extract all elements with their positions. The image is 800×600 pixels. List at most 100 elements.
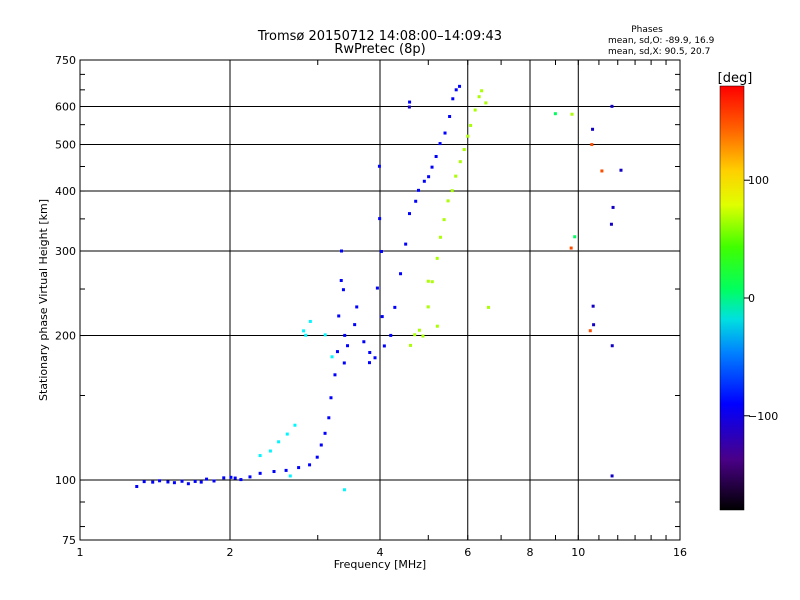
data-point <box>308 463 312 467</box>
data-point <box>413 333 417 337</box>
data-point <box>199 480 203 484</box>
data-point <box>570 112 574 116</box>
x-tick-label: 10 <box>571 546 585 559</box>
colorbar <box>719 85 745 511</box>
data-point <box>619 168 623 172</box>
data-point <box>590 143 594 147</box>
data-point <box>417 188 421 192</box>
data-point <box>229 475 233 479</box>
data-point <box>343 333 347 337</box>
data-point <box>367 361 371 365</box>
data-point <box>446 199 450 203</box>
y-tick-label: 300 <box>55 245 76 258</box>
data-point <box>342 488 346 492</box>
data-point <box>341 288 345 292</box>
data-point <box>435 324 439 328</box>
data-point <box>288 474 292 478</box>
data-point <box>382 344 386 348</box>
data-point <box>477 95 481 99</box>
data-point <box>377 164 381 168</box>
data-point <box>337 314 341 318</box>
data-point <box>435 256 439 260</box>
x-tick-label: 6 <box>464 546 471 559</box>
y-axis-label: Stationary phase Virtual Height [km] <box>37 199 50 401</box>
data-point <box>186 482 190 486</box>
data-point <box>373 356 377 360</box>
data-point <box>151 480 155 484</box>
data-point <box>600 169 604 173</box>
phase-info-title: Phases <box>631 25 663 35</box>
data-point <box>272 470 276 474</box>
data-point <box>239 478 243 482</box>
data-point <box>573 235 577 239</box>
data-points <box>135 84 623 492</box>
data-point <box>258 471 262 475</box>
data-point <box>248 475 252 479</box>
data-point <box>427 175 431 179</box>
data-point <box>268 449 272 453</box>
data-point <box>434 154 438 158</box>
data-point <box>426 279 430 283</box>
data-point <box>304 333 308 337</box>
data-point <box>284 468 288 472</box>
data-point <box>142 480 146 484</box>
data-point <box>473 108 477 112</box>
data-point <box>611 205 615 209</box>
y-tick-label: 500 <box>55 139 76 152</box>
x-tick-label: 2 <box>227 546 234 559</box>
data-point <box>408 343 412 347</box>
y-tick-label: 600 <box>55 101 76 114</box>
y-tick-label: 100 <box>55 474 76 487</box>
data-point <box>430 165 434 169</box>
data-point <box>329 396 333 400</box>
data-point <box>379 249 383 253</box>
colorbar-label: [deg] <box>718 71 753 86</box>
data-point <box>407 212 411 216</box>
data-point <box>484 101 488 105</box>
y-tick-label: 200 <box>55 330 76 343</box>
data-point <box>458 84 462 88</box>
data-point <box>438 235 442 239</box>
phase-info-x: mean, sd,X: 90.5, 20.7 <box>608 47 710 57</box>
y-tick-label: 75 <box>62 534 76 547</box>
y-tick-label: 400 <box>55 185 76 198</box>
data-point <box>588 329 592 333</box>
data-point <box>407 105 411 109</box>
data-point <box>293 423 297 427</box>
data-point <box>610 104 614 108</box>
data-point <box>212 479 216 483</box>
data-point <box>346 344 350 348</box>
data-point <box>340 249 344 253</box>
data-point <box>553 112 557 116</box>
data-point <box>319 443 323 447</box>
data-point <box>462 148 466 152</box>
data-point <box>414 199 418 203</box>
data-point <box>408 100 412 104</box>
colorbar-tick-label: −100 <box>748 410 778 423</box>
colorbar-tick-label: 0 <box>748 292 755 305</box>
data-point <box>592 323 596 327</box>
data-point <box>450 189 454 193</box>
data-point <box>333 373 337 377</box>
data-point <box>323 431 327 435</box>
data-point <box>342 361 346 365</box>
chart-subtitle: RwPretec (8p) <box>334 42 425 57</box>
data-point <box>610 474 614 478</box>
data-point <box>426 305 430 309</box>
x-tick-label: 8 <box>527 546 534 559</box>
data-point <box>443 131 447 135</box>
data-point <box>404 242 408 246</box>
data-point <box>335 350 339 354</box>
data-point <box>158 479 162 483</box>
x-tick-label: 4 <box>377 546 384 559</box>
data-point <box>466 134 470 138</box>
data-point <box>368 351 372 355</box>
data-point <box>380 315 384 319</box>
data-point <box>353 323 357 327</box>
data-point <box>205 477 209 481</box>
data-point <box>327 416 331 420</box>
data-point <box>330 355 334 359</box>
data-point <box>591 304 595 308</box>
phase-info-o: mean, sd,O: -89.9, 16.9 <box>608 36 715 46</box>
data-point <box>458 160 462 164</box>
